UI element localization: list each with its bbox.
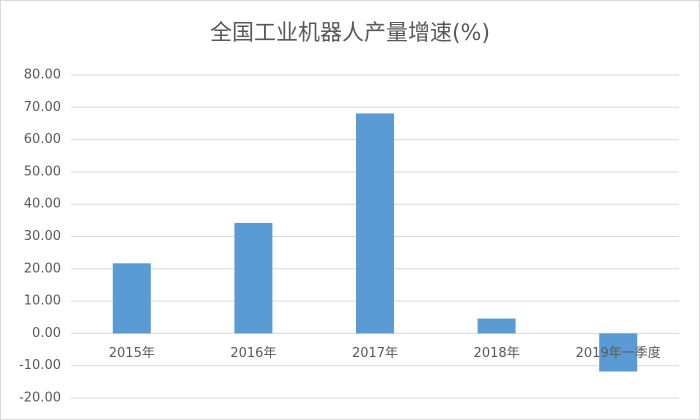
x-tick-label: 2017年 [352,346,398,361]
bar [234,222,273,334]
x-tick-label: 2019年一季度 [576,345,661,361]
x-tick-label: 2015年 [109,346,155,361]
bar [477,318,516,334]
y-tick-label: 60.00 [24,132,61,147]
y-tick-label: 10.00 [24,294,61,309]
bar [112,263,151,334]
y-tick-label: 50.00 [24,164,61,179]
y-tick-label: 0.00 [32,326,61,341]
x-tick-label: 2016年 [230,346,276,361]
bar [356,113,394,334]
x-tick-label: 2018年 [474,346,520,361]
y-tick-label: 30.00 [24,229,61,244]
y-tick-label: 80.00 [24,68,61,83]
y-tick-label: 20.00 [24,261,61,276]
chart-title: 全国工业机器人产量增速(%) [210,21,490,46]
y-tick-label: -10.00 [19,358,61,373]
y-tick-label: -20.00 [19,391,61,406]
y-tick-label: 70.00 [24,100,61,115]
y-tick-label: 40.00 [24,197,61,212]
bar [599,333,638,372]
